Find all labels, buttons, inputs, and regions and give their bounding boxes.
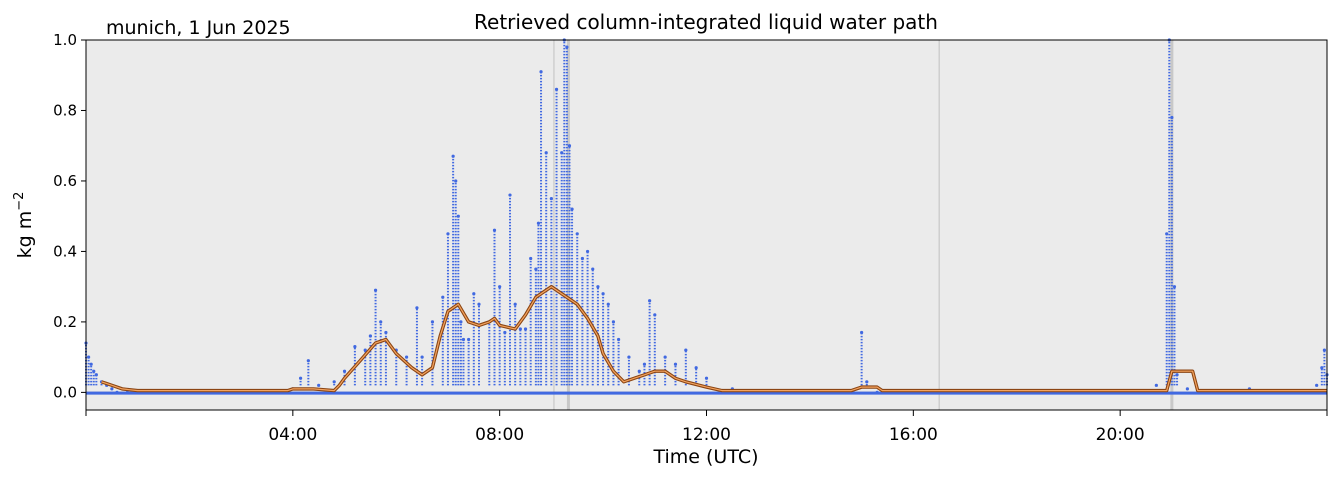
lwp-point <box>110 387 114 391</box>
lwp-point <box>567 144 572 148</box>
lwp-point <box>518 327 522 331</box>
lwp-point <box>498 285 502 289</box>
x-tick-label: 16:00 <box>889 425 938 445</box>
y-tick-label: 0.2 <box>53 313 77 331</box>
smoothed-lwp-line <box>100 285 1327 393</box>
x-tick-label: 04:00 <box>268 425 317 445</box>
lwp-point <box>1185 387 1189 391</box>
station-date-annotation: munich, 1 Jun 2025 <box>106 17 291 39</box>
lwp-point <box>451 154 455 158</box>
x-axis-label: Time (UTC) <box>652 446 758 468</box>
chart-title: Retrieved column-integrated liquid water… <box>474 10 938 34</box>
lwp-point <box>353 344 357 349</box>
lwp-point <box>415 306 419 310</box>
y-tick-label: 0.0 <box>53 383 77 401</box>
x-tick-label: 12:00 <box>682 425 731 445</box>
y-tick-label: 0.8 <box>53 101 77 119</box>
lwp-point <box>694 366 698 370</box>
lwp-point <box>596 285 600 289</box>
lwp-point <box>1320 366 1324 370</box>
smoothed-line-inner <box>101 286 1327 392</box>
y-tick-label: 0.6 <box>53 172 77 190</box>
lwp-point <box>1315 383 1319 387</box>
plot-background <box>86 40 1327 410</box>
x-tick-label: 08:00 <box>475 425 524 445</box>
lwp-point <box>454 179 458 183</box>
x-axis-ticks: 04:00 08:00 12:00 16:00 20:00 <box>85 410 1328 445</box>
lwp-point <box>523 327 528 331</box>
x-tick-label: 20:00 <box>1096 425 1145 445</box>
y-axis-label-exponent: −2 <box>12 192 27 211</box>
y-axis-ticks: 0.0 0.2 0.4 0.6 0.8 1.0 <box>53 31 86 401</box>
y-tick-label: 0.4 <box>53 242 77 260</box>
lwp-point <box>1154 383 1158 387</box>
y-tick-label: 1.0 <box>53 31 77 49</box>
lwp-point <box>549 196 553 201</box>
lwp-point <box>1172 285 1177 289</box>
y-axis-label-unit: kg m <box>14 211 36 259</box>
lwp-point <box>317 383 321 387</box>
y-axis-label: kg m−2 <box>12 192 36 259</box>
